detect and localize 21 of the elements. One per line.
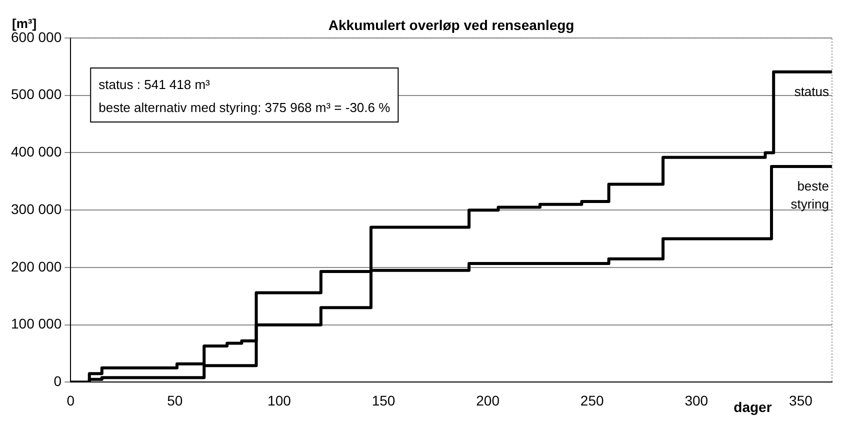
x-tick-label: 300 <box>684 392 708 408</box>
y-axis-title: [m³] <box>12 16 37 31</box>
x-tick-label: 100 <box>268 392 292 408</box>
x-tick-label: 250 <box>580 392 604 408</box>
x-tick-label: 0 <box>66 392 75 408</box>
chart-title: Akkumulert overløp ved renseanlegg <box>328 17 574 33</box>
annotation: status : 541 418 m³ <box>98 77 211 92</box>
y-tick-label: 100 000 <box>10 316 62 332</box>
y-tick-label: 300 000 <box>10 200 62 217</box>
y-tick-label: 0 <box>54 373 62 390</box>
annotation: beste alternativ med styring: 375 968 m³ = -30.6 % <box>98 100 391 115</box>
y-tick-label: 400 000 <box>10 144 62 160</box>
x-tick-label: 50 <box>167 392 183 408</box>
y-tick-label: 200 000 <box>10 258 62 274</box>
x-axis-title: dager <box>734 399 772 416</box>
x-tick-label: 350 <box>789 392 813 408</box>
y-tick-label: 500 000 <box>10 86 62 102</box>
x-tick-label: 150 <box>372 392 396 408</box>
series-label: beste styring <box>790 178 829 212</box>
series-label: status <box>794 84 830 99</box>
x-tick-label: 200 <box>476 392 500 408</box>
